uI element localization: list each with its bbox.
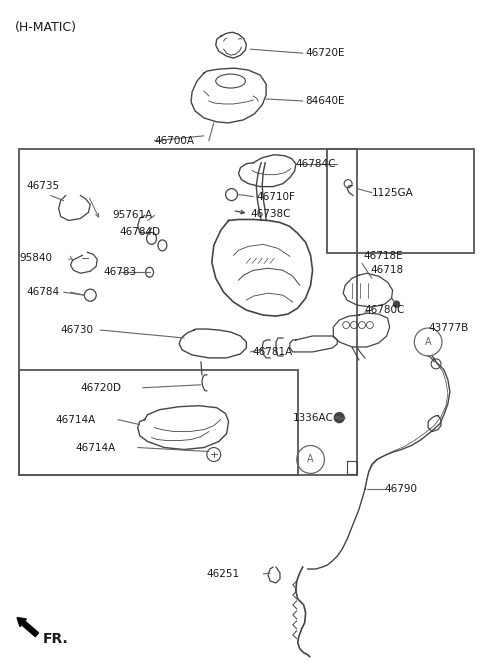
Text: 46700A: 46700A xyxy=(155,136,194,146)
Bar xyxy=(19,149,357,476)
Text: 46790: 46790 xyxy=(384,484,418,494)
Text: A: A xyxy=(425,337,432,347)
Circle shape xyxy=(394,301,399,307)
Bar xyxy=(327,149,474,254)
Text: 1125GA: 1125GA xyxy=(372,187,414,197)
Text: 1336AC: 1336AC xyxy=(293,413,334,423)
Text: 46714A: 46714A xyxy=(56,415,96,425)
Text: 84640E: 84640E xyxy=(306,96,345,106)
Text: 46714A: 46714A xyxy=(75,442,116,452)
Text: 46718E: 46718E xyxy=(363,252,403,262)
Text: 46781A: 46781A xyxy=(252,347,292,357)
Text: 43777B: 43777B xyxy=(428,323,468,333)
Text: 46784D: 46784D xyxy=(120,227,161,237)
Text: 46783: 46783 xyxy=(103,267,136,277)
Text: 46780C: 46780C xyxy=(365,305,405,315)
FancyArrow shape xyxy=(17,617,38,637)
Bar xyxy=(19,370,298,476)
Text: 46720E: 46720E xyxy=(306,48,345,58)
Circle shape xyxy=(334,413,344,423)
Text: 46710F: 46710F xyxy=(256,191,295,201)
Text: 46251: 46251 xyxy=(207,569,240,579)
Text: 46730: 46730 xyxy=(60,325,94,335)
Text: 46735: 46735 xyxy=(26,181,59,191)
Text: 95840: 95840 xyxy=(19,254,52,264)
Text: 46718: 46718 xyxy=(371,266,404,275)
Text: 46784C: 46784C xyxy=(296,159,336,169)
Text: A: A xyxy=(307,454,314,464)
Text: 95761A: 95761A xyxy=(112,211,152,221)
Text: (H-MATIC): (H-MATIC) xyxy=(15,21,77,34)
Text: 46720D: 46720D xyxy=(81,383,121,393)
Text: FR.: FR. xyxy=(43,632,69,646)
Text: 46784: 46784 xyxy=(26,287,59,297)
Text: 46738C: 46738C xyxy=(251,209,291,219)
